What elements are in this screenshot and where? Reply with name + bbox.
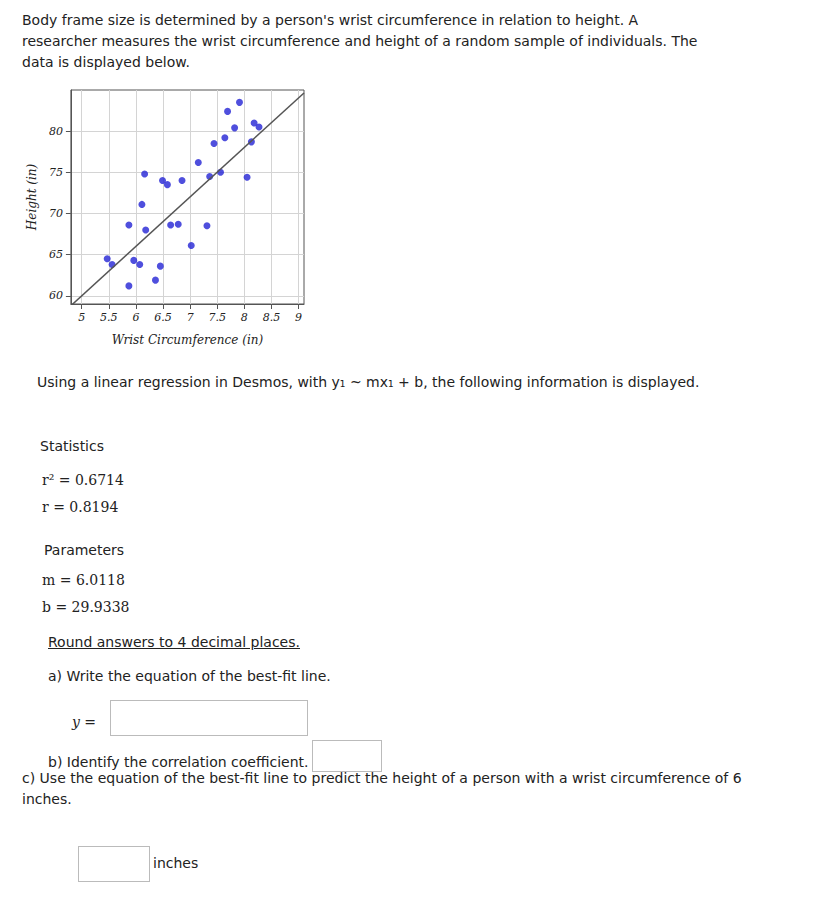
svg-text:6.5: 6.5 <box>154 311 172 324</box>
svg-text:65: 65 <box>49 248 63 261</box>
svg-text:6: 6 <box>132 311 139 324</box>
svg-text:70: 70 <box>49 207 63 220</box>
svg-text:8: 8 <box>241 311 248 324</box>
svg-text:5.5: 5.5 <box>100 311 118 324</box>
html-text:Statistics: Statistics <box>40 438 104 454</box>
html-text:Round answers to 4 decimal pla: Round answers to 4 decimal places. <box>48 634 300 650</box>
html-text:y =: y = <box>72 714 97 730</box>
html-text:r² = 0.6714: r² = 0.6714 <box>42 472 124 488</box>
html-text:inches: inches <box>153 855 199 871</box>
svg-text:Wrist Circumference (in): Wrist Circumference (in) <box>112 333 264 347</box>
svg-text:80: 80 <box>49 125 63 138</box>
svg-text:60: 60 <box>49 289 63 302</box>
html-text:b = 29.9338: b = 29.9338 <box>42 599 130 615</box>
svg-text:75: 75 <box>49 166 63 179</box>
html-text:Using a linear regression in D: Using a linear regression in Desmos, wit… <box>37 374 700 390</box>
html-text:Body frame size is determined: Body frame size is determined by a perso… <box>22 12 698 70</box>
svg-text:8.5: 8.5 <box>263 311 281 324</box>
html-text:Parameters: Parameters <box>44 542 125 558</box>
html-text:a) Write the equation of the b: a) Write the equation of the best-fit li… <box>48 668 331 684</box>
html-text:b) Identify the correlation co: b) Identify the correlation coefficient. <box>48 754 309 770</box>
svg-text:7: 7 <box>187 311 194 324</box>
svg-text:9: 9 <box>295 311 302 324</box>
html-text:m = 6.0118: m = 6.0118 <box>42 572 125 588</box>
svg-text:Height (in): Height (in) <box>25 163 39 231</box>
html-text:c) Use the equation of the bes: c) Use the equation of the best-fit line… <box>22 770 742 807</box>
svg-text:7.5: 7.5 <box>209 311 227 324</box>
html-text:r = 0.8194: r = 0.8194 <box>42 499 119 515</box>
svg-text:5: 5 <box>78 311 85 324</box>
